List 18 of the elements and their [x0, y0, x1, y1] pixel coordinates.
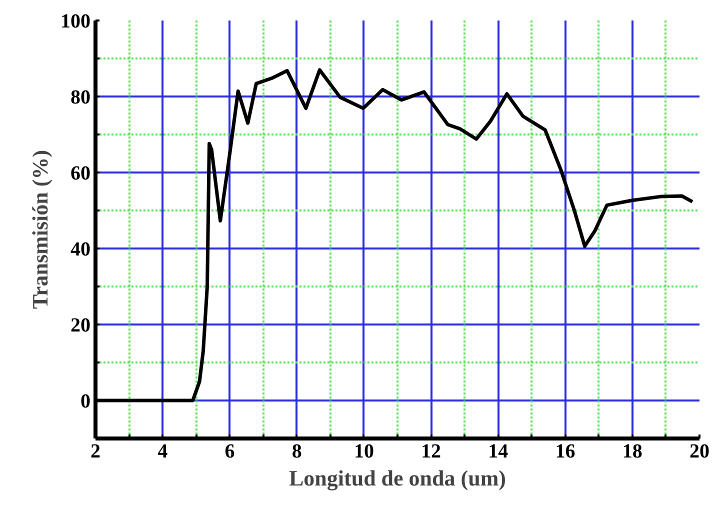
- y-tick-label: 20: [70, 314, 90, 336]
- x-tick-label: 20: [690, 440, 710, 462]
- x-tick-label: 14: [488, 440, 508, 462]
- x-tick-label: 2: [90, 440, 100, 462]
- x-tick-label: 8: [292, 440, 302, 462]
- y-tick-label: 100: [60, 10, 90, 32]
- x-tick-label: 18: [622, 440, 642, 462]
- x-tick-label: 16: [555, 440, 576, 462]
- x-tick-label: 6: [224, 440, 235, 462]
- x-tick-label: 4: [158, 440, 168, 462]
- x-tick-label: 10: [354, 440, 374, 462]
- y-tick-label: 60: [70, 162, 90, 184]
- y-axis-title: Transmisión (%): [28, 150, 52, 310]
- y-tick-label: 0: [80, 390, 90, 412]
- y-tick-label: 40: [70, 238, 90, 260]
- x-axis-title: Longitud de onda (um): [289, 466, 506, 490]
- y-tick-label: 80: [70, 86, 90, 108]
- x-tick-label: 12: [421, 440, 442, 462]
